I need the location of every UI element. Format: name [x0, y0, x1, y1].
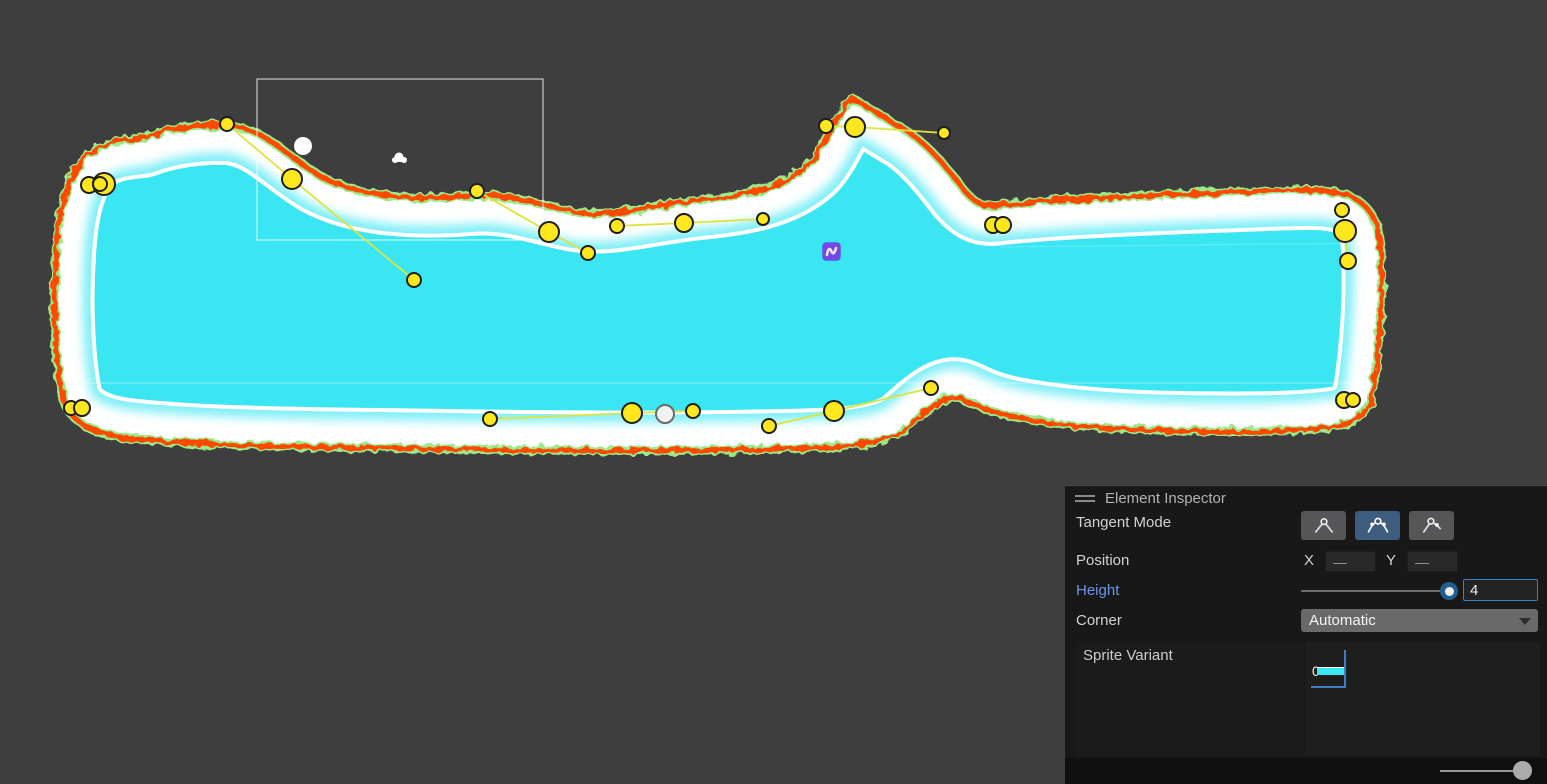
sprite-variant-section: Sprite Variant	[1075, 642, 1303, 756]
panel-bottom-strip	[1065, 758, 1547, 784]
selection-rect	[256, 78, 544, 241]
variant-zoom-slider-track[interactable]	[1440, 770, 1524, 772]
variant-sprite-preview	[1317, 667, 1344, 675]
panel-title: Element Inspector	[1105, 490, 1226, 507]
tangent-linear-button[interactable]	[1301, 511, 1346, 540]
corner-label: Corner	[1076, 612, 1122, 629]
sprite-variant-tile-0[interactable]: 0	[1311, 650, 1346, 688]
cloud-dot	[294, 137, 312, 155]
variant-index-label: 0	[1312, 663, 1320, 679]
spline-control-point[interactable]	[674, 213, 694, 233]
tangent-linear-icon	[1314, 517, 1333, 533]
spline-control-point[interactable]	[761, 418, 777, 434]
spline-control-point[interactable]	[92, 172, 116, 196]
position-y-label: Y	[1386, 552, 1397, 569]
spline-control-point[interactable]	[609, 218, 625, 234]
height-slider-track[interactable]	[1301, 590, 1441, 592]
tangent-line	[768, 410, 835, 427]
spline-control-point[interactable]	[73, 399, 91, 417]
tangent-line	[683, 218, 764, 224]
height-slider-thumb[interactable]	[1440, 582, 1458, 600]
spline-control-point[interactable]	[1345, 392, 1361, 408]
spline-control-point[interactable]	[937, 126, 951, 140]
element-inspector-panel: Element Inspector Tangent Mode	[1065, 485, 1547, 784]
cloud-puff	[392, 152, 407, 163]
spline-control-point[interactable]	[281, 168, 303, 190]
spline-control-point[interactable]	[655, 404, 675, 424]
spline-control-point[interactable]	[823, 400, 845, 422]
tangent-continuous-button[interactable]	[1355, 511, 1400, 540]
spline-control-point[interactable]	[580, 245, 596, 261]
variant-selection-highlight	[1344, 650, 1346, 687]
tangent-line	[489, 412, 633, 420]
tangent-line	[616, 222, 685, 227]
corner-dropdown[interactable]: Automatic	[1301, 609, 1538, 632]
control-points-layer	[63, 116, 1361, 434]
tangent-line	[854, 126, 945, 134]
tangent-mode-label: Tangent Mode	[1076, 514, 1172, 531]
spline-control-point[interactable]	[923, 380, 939, 396]
tangent-line	[291, 178, 415, 281]
spline-control-point[interactable]	[756, 212, 770, 226]
spline-control-point[interactable]	[469, 183, 485, 199]
tangent-mode-buttons	[1301, 511, 1454, 540]
spline-control-point[interactable]	[685, 403, 701, 419]
spline-control-point[interactable]	[1334, 202, 1350, 218]
water-foam	[55, 99, 1382, 451]
position-y-field[interactable]: —	[1407, 551, 1458, 572]
spline-control-point[interactable]	[92, 176, 108, 192]
spline-control-point[interactable]	[482, 411, 498, 427]
panel-header[interactable]: Element Inspector	[1075, 490, 1226, 507]
spline-control-point[interactable]	[994, 216, 1012, 234]
height-value-field[interactable]: 4	[1463, 579, 1538, 601]
tangent-broken-button[interactable]	[1409, 511, 1454, 540]
spline-control-point[interactable]	[818, 118, 834, 134]
sprite-variant-grid[interactable]: 0	[1305, 642, 1540, 756]
tangent-broken-icon	[1422, 517, 1441, 533]
spline-control-point[interactable]	[219, 116, 235, 132]
spline-control-point[interactable]	[621, 402, 643, 424]
tangent-line	[226, 123, 293, 180]
position-x-label: X	[1304, 552, 1315, 569]
spline-control-point[interactable]	[1339, 252, 1357, 270]
variant-selection-highlight	[1311, 686, 1346, 688]
chevron-down-icon	[1519, 618, 1531, 625]
spline-control-point[interactable]	[538, 221, 560, 243]
tangent-line	[476, 190, 550, 233]
variant-zoom-slider-thumb[interactable]	[1513, 761, 1532, 780]
cloud-sprites	[294, 137, 407, 163]
height-label: Height	[1076, 582, 1120, 599]
tangent-line	[833, 387, 932, 412]
sprite-variant-label: Sprite Variant	[1083, 647, 1173, 664]
spline-control-point[interactable]	[844, 116, 866, 138]
corner-dropdown-value: Automatic	[1309, 612, 1376, 629]
tangent-continuous-icon	[1366, 517, 1389, 533]
sprite-shape-gizmo-icon[interactable]	[822, 242, 841, 261]
drag-handle-icon[interactable]	[1075, 492, 1095, 505]
position-label: Position	[1076, 552, 1130, 569]
spline-control-point[interactable]	[406, 272, 422, 288]
position-x-field[interactable]: —	[1325, 551, 1376, 572]
spline-control-point[interactable]	[1333, 219, 1357, 243]
